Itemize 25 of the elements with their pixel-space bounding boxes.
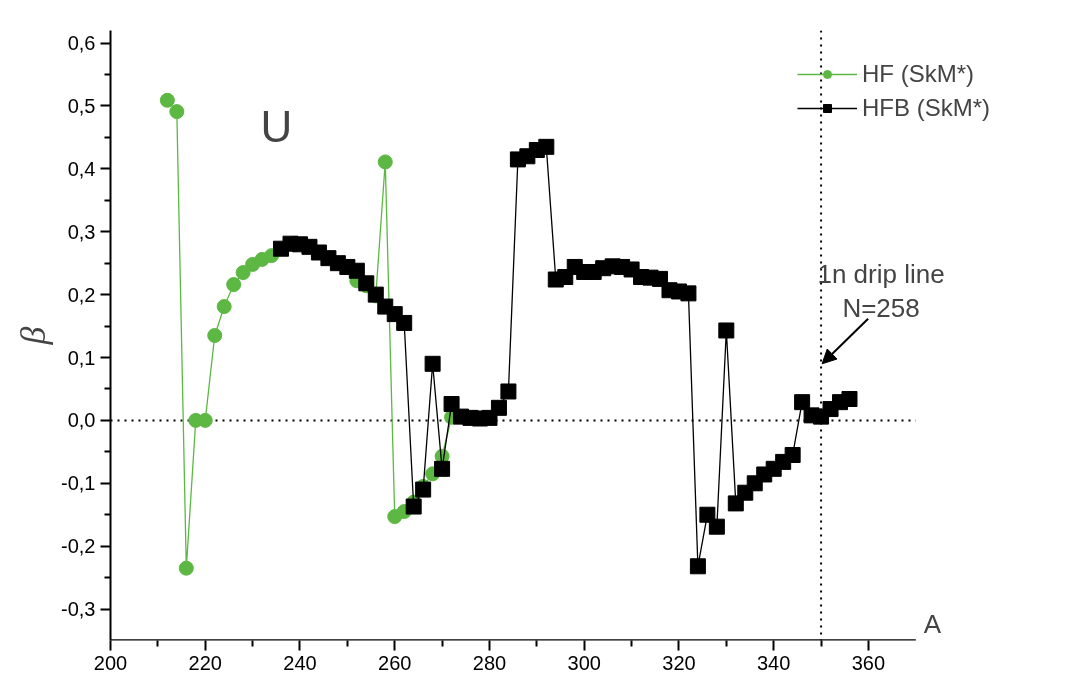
y-tick-label: -0,3 xyxy=(61,598,96,621)
y-tick-label: 0,0 xyxy=(67,409,96,432)
y-tick-label: 0,3 xyxy=(67,220,96,243)
y-tick-label: 0,2 xyxy=(67,283,96,306)
x-tick-label: 300 xyxy=(567,651,601,674)
x-tick-label: 220 xyxy=(188,651,222,674)
x-tick-label: 200 xyxy=(93,651,128,674)
legend-label: HF (SkM*) xyxy=(862,60,974,88)
x-tick-label: 360 xyxy=(851,651,886,674)
annotation: U xyxy=(260,101,293,151)
x-axis-title: A xyxy=(923,608,942,639)
y-axis-title: β xyxy=(13,326,54,346)
y-tick-label: -0,2 xyxy=(61,535,96,558)
y-tick-label: 0,4 xyxy=(67,157,96,180)
x-tick-label: 340 xyxy=(757,651,791,674)
y-tick-label: 0,5 xyxy=(67,94,96,117)
x-tick-label: 240 xyxy=(283,651,317,674)
x-tick-label: 280 xyxy=(472,651,507,674)
x-tick-label: 320 xyxy=(662,651,696,674)
x-tick-label: 260 xyxy=(378,651,412,674)
y-tick-label: -0,1 xyxy=(61,472,96,495)
annotation: 1n drip line N=258 xyxy=(817,258,945,323)
legend-label: HFB (SkM*) xyxy=(862,94,990,122)
y-tick-label: 0,1 xyxy=(67,346,96,369)
y-tick-label: 0,6 xyxy=(67,32,96,55)
